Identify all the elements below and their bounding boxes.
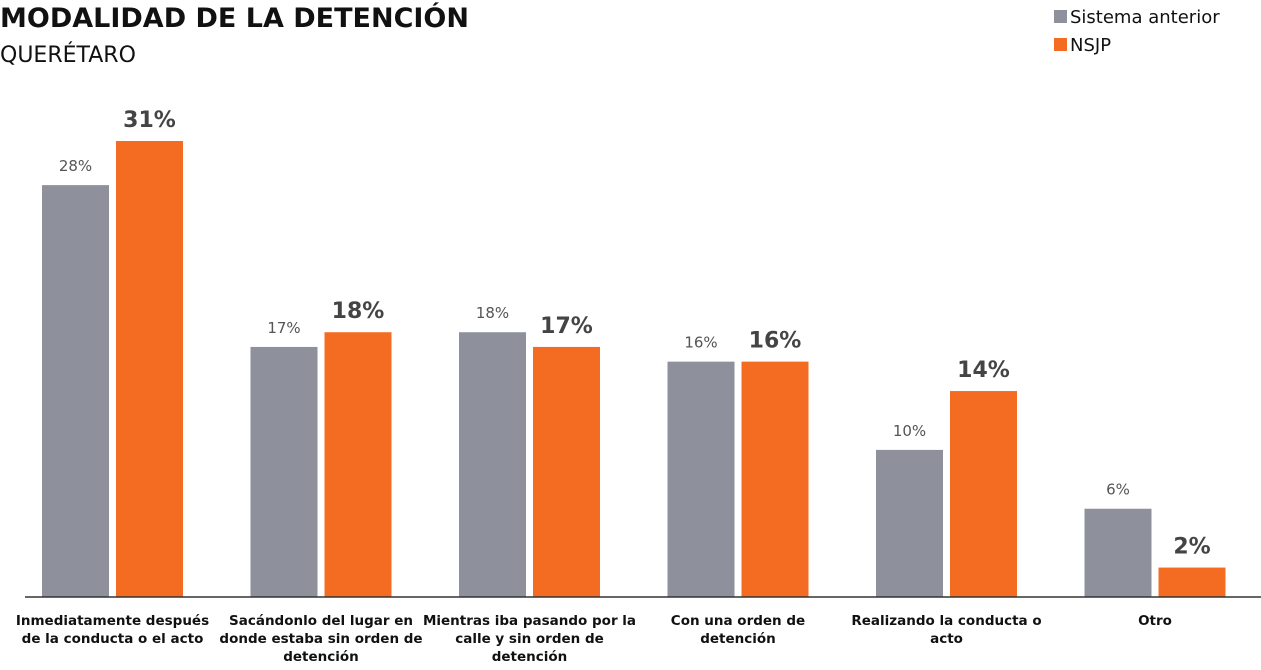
- bar-sistema-anterior-3: [667, 361, 735, 597]
- category-label-4: Realizando la conducta o acto: [851, 613, 1041, 647]
- data-label-sistema-anterior-0: 28%: [59, 157, 92, 175]
- category-label-line: acto: [930, 631, 963, 647]
- category-label-0: Inmediatamente después de la conducta o e…: [16, 613, 209, 647]
- bar-nsjp-5: [1158, 567, 1226, 597]
- category-label-line: Sacándonlo del lugar en: [229, 613, 413, 629]
- category-label-line: detención: [700, 631, 776, 647]
- bar-nsjp-0: [116, 140, 183, 598]
- data-label-nsjp-1: 18%: [332, 299, 385, 324]
- bar-nsjp-3: [741, 361, 809, 597]
- data-label-sistema-anterior-1: 17%: [267, 319, 300, 337]
- category-label-line: Con una orden de: [671, 613, 805, 629]
- data-label-sistema-anterior-5: 6%: [1106, 481, 1130, 499]
- chart-subtitle: QUERÉTARO: [0, 42, 136, 68]
- category-label-line: calle y sin orden de: [455, 631, 604, 647]
- legend-swatch-nsjp: [1054, 38, 1067, 51]
- data-label-nsjp-4: 14%: [957, 358, 1010, 383]
- category-label-1: Sacándonlo del lugar en donde estaba sin …: [219, 613, 422, 665]
- category-label-line: Inmediatamente después: [16, 613, 209, 629]
- data-label-sistema-anterior-3: 16%: [684, 334, 717, 352]
- bar-sistema-anterior-1: [250, 346, 318, 597]
- data-label-sistema-anterior-2: 18%: [476, 304, 509, 322]
- legend-label-nsjp: NSJP: [1070, 35, 1111, 56]
- category-label-line: Mientras iba pasando por la: [423, 613, 636, 629]
- category-label-line: de la conducta o el acto: [22, 631, 204, 647]
- legend-label-sistema-anterior: Sistema anterior: [1070, 7, 1220, 28]
- category-label-2: Mientras iba pasando por la calle y sin o…: [423, 613, 636, 665]
- category-label-line: detención: [492, 649, 568, 665]
- data-label-nsjp-0: 31%: [123, 108, 176, 133]
- data-label-nsjp-5: 2%: [1173, 535, 1210, 560]
- category-label-line: detención: [283, 649, 359, 665]
- data-label-sistema-anterior-4: 10%: [893, 422, 926, 440]
- legend-swatch-sistema-anterior: [1054, 10, 1067, 23]
- category-label-5: Otro: [1138, 613, 1172, 629]
- plot-area: 28% 31% 17% 18% 18% 17% 16% 16% 10% 14% 6% 2%: [42, 108, 1226, 598]
- category-label-line: Otro: [1138, 613, 1172, 629]
- bar-nsjp-2: [533, 346, 600, 597]
- data-label-nsjp-2: 17%: [540, 314, 593, 339]
- bar-sistema-anterior-0: [42, 185, 109, 597]
- bar-nsjp-4: [950, 391, 1017, 597]
- category-label-3: Con una orden de detención: [671, 613, 805, 647]
- chart-title: MODALIDAD DE LA DETENCIÓN: [0, 2, 469, 34]
- category-label-line: donde estaba sin orden de: [219, 631, 422, 647]
- x-axis-labels: Inmediatamente después de la conducta o e…: [16, 613, 1172, 665]
- data-label-nsjp-3: 16%: [749, 329, 802, 354]
- category-label-line: Realizando la conducta o: [851, 613, 1041, 629]
- bar-sistema-anterior-5: [1084, 508, 1152, 597]
- bar-sistema-anterior-4: [876, 449, 943, 597]
- legend: Sistema anterior NSJP: [1054, 7, 1220, 56]
- bar-nsjp-1: [324, 332, 392, 597]
- bar-sistema-anterior-2: [459, 332, 526, 597]
